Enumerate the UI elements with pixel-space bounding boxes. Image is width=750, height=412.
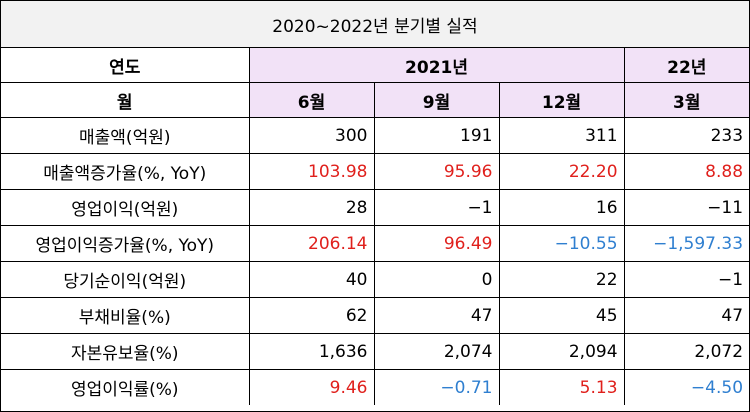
row-label: 매출액증가율(%, YoY) bbox=[1, 153, 250, 190]
value-cell: 191 bbox=[373, 117, 500, 154]
year-header-row: 연도 2021년 22년 bbox=[1, 48, 750, 83]
value-cell: −10.55 bbox=[498, 225, 625, 262]
month-label: 월 bbox=[1, 82, 250, 118]
value-cell: 47 bbox=[373, 297, 500, 334]
month-header-row: 월 6월 9월 12월 3월 bbox=[1, 82, 750, 118]
value-cell: −1,597.33 bbox=[623, 225, 750, 262]
value-cell: 9.46 bbox=[248, 369, 375, 405]
value-cell: 103.98 bbox=[248, 153, 375, 190]
table-row: 영업이익증가율(%, YoY) 206.14 96.49 −10.55 −1,5… bbox=[1, 225, 750, 262]
value-cell: 47 bbox=[623, 297, 750, 334]
value-cell: 5.13 bbox=[498, 369, 625, 405]
value-cell: 16 bbox=[498, 189, 625, 226]
row-label: 영업이익(억원) bbox=[1, 189, 250, 226]
table-row: 매출액(억원) 300 191 311 233 bbox=[1, 117, 750, 154]
table-row: 영업이익률(%) 9.46 −0.71 5.13 −4.50 bbox=[1, 369, 750, 405]
row-label: 자본유보율(%) bbox=[1, 333, 250, 370]
table-title: 2020~2022년 분기별 실적 bbox=[1, 1, 749, 48]
row-label: 영업이익증가율(%, YoY) bbox=[1, 225, 250, 262]
value-cell: 62 bbox=[248, 297, 375, 334]
table-row: 자본유보율(%) 1,636 2,074 2,094 2,072 bbox=[1, 333, 750, 370]
row-label: 당기순이익(억원) bbox=[1, 261, 250, 298]
value-cell: 96.49 bbox=[373, 225, 500, 262]
value-cell: −1 bbox=[623, 261, 750, 298]
value-cell: 300 bbox=[248, 117, 375, 154]
value-cell: −1 bbox=[373, 189, 500, 226]
month-header: 3월 bbox=[623, 82, 750, 118]
value-cell: 2,094 bbox=[498, 333, 625, 370]
month-header: 9월 bbox=[373, 82, 500, 118]
value-cell: 45 bbox=[498, 297, 625, 334]
table-row: 매출액증가율(%, YoY) 103.98 95.96 22.20 8.88 bbox=[1, 153, 750, 190]
value-cell: 2,074 bbox=[373, 333, 500, 370]
value-cell: 0 bbox=[373, 261, 500, 298]
table-row: 당기순이익(억원) 40 0 22 −1 bbox=[1, 261, 750, 298]
row-label: 부채비율(%) bbox=[1, 297, 250, 334]
row-label: 영업이익률(%) bbox=[1, 369, 250, 405]
month-header: 6월 bbox=[248, 82, 375, 118]
year-22-header: 22년 bbox=[623, 48, 750, 83]
value-cell: 40 bbox=[248, 261, 375, 298]
value-cell: 206.14 bbox=[248, 225, 375, 262]
year-label: 연도 bbox=[1, 48, 250, 83]
value-cell: 8.88 bbox=[623, 153, 750, 190]
performance-table: 연도 2021년 22년 월 6월 9월 12월 3월 매출액(억원) 300 … bbox=[1, 48, 750, 405]
value-cell: 22 bbox=[498, 261, 625, 298]
table-row: 영업이익(억원) 28 −1 16 −11 bbox=[1, 189, 750, 226]
year-2021-header: 2021년 bbox=[248, 48, 625, 83]
value-cell: 2,072 bbox=[623, 333, 750, 370]
value-cell: −0.71 bbox=[373, 369, 500, 405]
value-cell: 28 bbox=[248, 189, 375, 226]
value-cell: 311 bbox=[498, 117, 625, 154]
value-cell: 95.96 bbox=[373, 153, 500, 190]
value-cell: 233 bbox=[623, 117, 750, 154]
table-row: 부채비율(%) 62 47 45 47 bbox=[1, 297, 750, 334]
value-cell: −4.50 bbox=[623, 369, 750, 405]
row-label: 매출액(억원) bbox=[1, 117, 250, 154]
value-cell: 22.20 bbox=[498, 153, 625, 190]
value-cell: 1,636 bbox=[248, 333, 375, 370]
month-header: 12월 bbox=[498, 82, 625, 118]
value-cell: −11 bbox=[623, 189, 750, 226]
